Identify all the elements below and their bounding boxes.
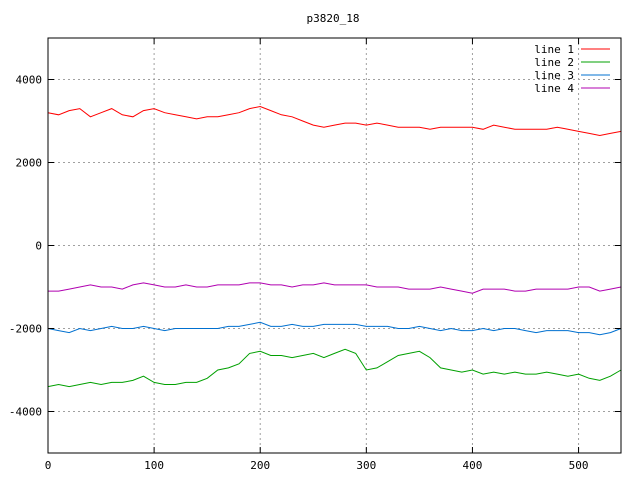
series-lines xyxy=(47,105,622,388)
legend-label-2: line 2 xyxy=(534,56,574,69)
chart-title: p3820_18 xyxy=(307,12,360,25)
series-line-3 xyxy=(47,321,622,336)
x-tick-label: 300 xyxy=(356,459,376,472)
y-tick-label: -4000 xyxy=(9,406,42,419)
series-line-1 xyxy=(47,105,622,137)
x-tick-label: 100 xyxy=(144,459,164,472)
y-tick-label: -2000 xyxy=(9,323,42,336)
legend-label-1: line 1 xyxy=(534,43,574,56)
x-tick-label: 400 xyxy=(463,459,483,472)
legend-label-4: line 4 xyxy=(534,82,574,95)
y-tick-label: 4000 xyxy=(16,74,43,87)
y-tick-label: 0 xyxy=(35,240,42,253)
x-tick-label: 200 xyxy=(250,459,270,472)
x-tick-label: 500 xyxy=(569,459,589,472)
x-tick-label: 0 xyxy=(45,459,52,472)
legend-label-3: line 3 xyxy=(534,69,574,82)
axis-ticks: 0 100 200 300 400 500 -4000 -2000 0 2000 4000 xyxy=(9,38,621,472)
series-line-2 xyxy=(47,348,622,388)
series-line-4 xyxy=(48,282,622,294)
y-tick-label: 2000 xyxy=(16,157,43,170)
grid-lines xyxy=(48,38,621,453)
